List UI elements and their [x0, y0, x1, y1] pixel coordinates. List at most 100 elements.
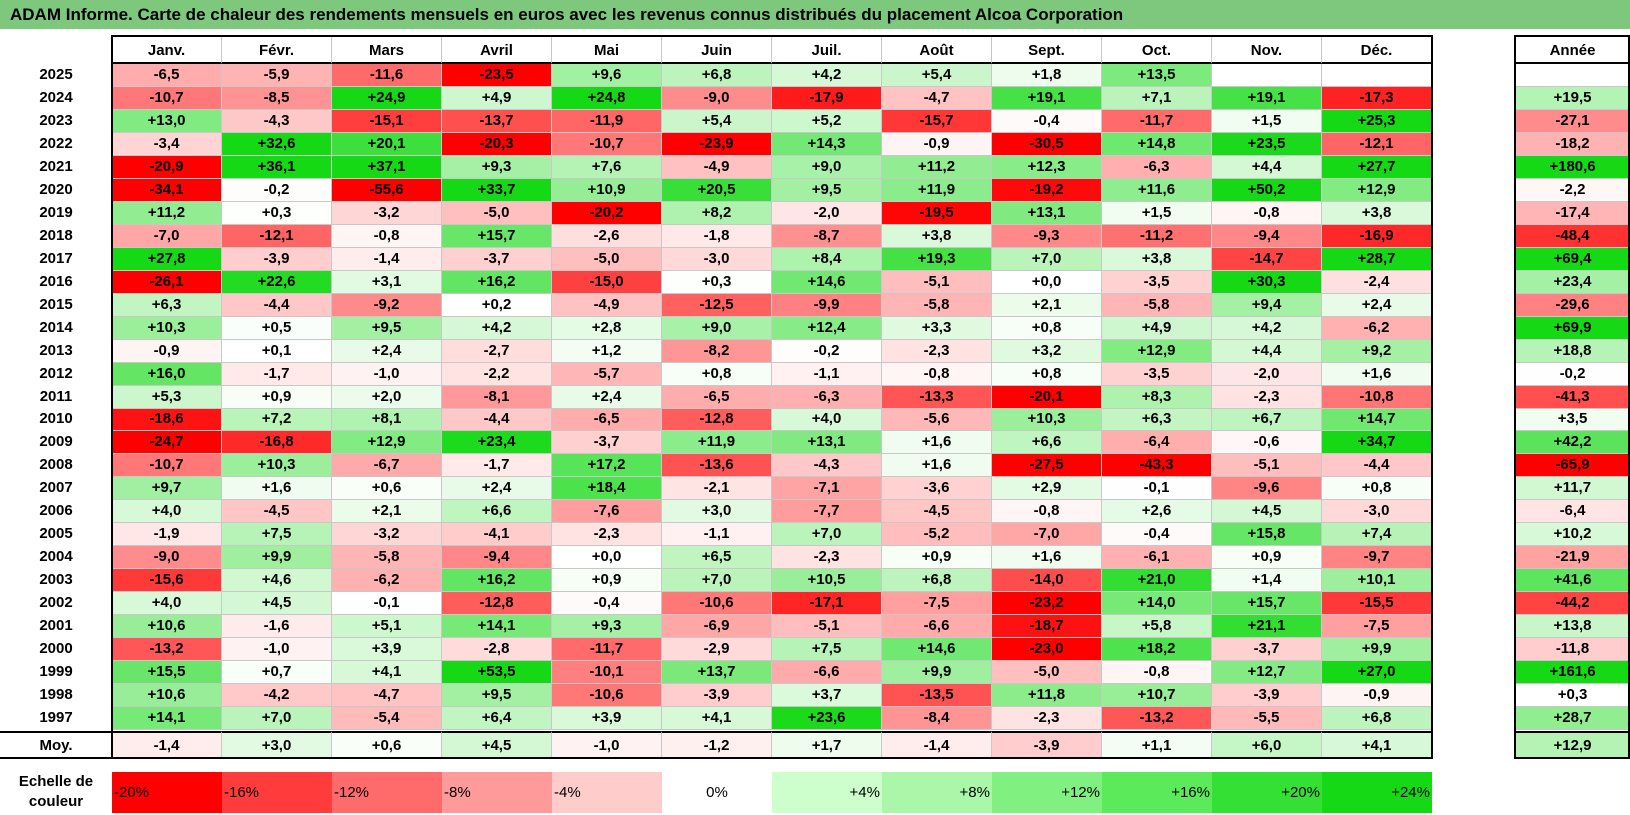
annual-cell: +28,7 [1514, 707, 1630, 730]
average-annual-cell: +12,9 [1514, 731, 1630, 759]
heatmap-cell: -17,1 [772, 592, 882, 615]
heatmap-cell: +18,4 [552, 477, 662, 500]
heatmap-cell: -9,2 [332, 294, 442, 317]
heatmap-cell: +0,8 [1322, 477, 1432, 500]
year-label: 1997 [0, 707, 112, 730]
heatmap-cell: -23,9 [662, 133, 772, 156]
heatmap-cell: +33,7 [442, 179, 552, 202]
heatmap-cell: +0,6 [332, 477, 442, 500]
heatmap-cell: -5,6 [882, 409, 992, 431]
heatmap-cell: +4,4 [1212, 340, 1322, 363]
heatmap-cell: -19,5 [882, 202, 992, 225]
heatmap-cell: +11,8 [992, 684, 1102, 707]
heatmap-cell: +16,2 [442, 271, 552, 294]
heatmap-cell: +0,9 [1212, 546, 1322, 569]
month-header-10: Oct. [1102, 35, 1212, 64]
heatmap-cell: -4,4 [222, 294, 332, 317]
heatmap-cell: +6,3 [112, 294, 222, 317]
heatmap-cell: +4,6 [222, 569, 332, 592]
heatmap-cell: +14,8 [1102, 133, 1212, 156]
heatmap-cell: +4,2 [772, 64, 882, 87]
heatmap-cell: +14,3 [772, 133, 882, 156]
heatmap-cell: -0,8 [1102, 661, 1212, 684]
heatmap-cell: -2,7 [442, 340, 552, 363]
heatmap-cell: -7,6 [552, 500, 662, 523]
heatmap-cell: -13,3 [882, 386, 992, 409]
heatmap-cell: +6,7 [1212, 409, 1322, 431]
heatmap-cell: -1,9 [112, 523, 222, 546]
heatmap-cell: +7,0 [222, 707, 332, 730]
heatmap-cell: -3,9 [662, 684, 772, 707]
year-label: 2012 [0, 363, 112, 386]
color-scale-step: +20% [1212, 772, 1322, 813]
heatmap-cell: +11,2 [882, 156, 992, 179]
month-header-6: Juin [662, 35, 772, 64]
heatmap-cell: +3,8 [1322, 202, 1432, 225]
heatmap-cell: +7,6 [552, 156, 662, 179]
heatmap-cell: -2,3 [1212, 386, 1322, 409]
heatmap-cell: -0,8 [882, 363, 992, 386]
heatmap-cell: -5,0 [442, 202, 552, 225]
heatmap-cell: -8,4 [882, 707, 992, 730]
year-label: 2002 [0, 592, 112, 615]
heatmap-cell: -0,1 [332, 592, 442, 615]
heatmap-cell: -6,1 [1102, 546, 1212, 569]
heatmap-cell: -0,4 [992, 110, 1102, 133]
heatmap-cell: -4,9 [662, 156, 772, 179]
heatmap-cell: +3,1 [332, 271, 442, 294]
heatmap-cell: +7,2 [222, 409, 332, 431]
heatmap-cell: +4,0 [772, 409, 882, 431]
annual-cell: -27,1 [1514, 110, 1630, 133]
heatmap-cell: +1,6 [882, 454, 992, 477]
heatmap-cell: +1,2 [552, 340, 662, 363]
heatmap-cell: -5,8 [1102, 294, 1212, 317]
heatmap-cell: -8,2 [662, 340, 772, 363]
year-label: 2009 [0, 431, 112, 454]
heatmap-cell: +12,9 [332, 431, 442, 454]
heatmap-cell: -10,6 [662, 592, 772, 615]
heatmap-cell: +2,4 [1322, 294, 1432, 317]
year-header: Année [1514, 35, 1630, 64]
heatmap-cell: +17,2 [552, 454, 662, 477]
average-cell: +6,0 [1212, 731, 1322, 759]
heatmap-cell: +3,8 [1102, 248, 1212, 271]
heatmap-cell: +23,5 [1212, 133, 1322, 156]
heatmap-cell: +12,9 [1322, 179, 1432, 202]
heatmap-cell: -5,8 [332, 546, 442, 569]
heatmap-cell: +10,3 [112, 317, 222, 340]
heatmap-cell: -2,9 [662, 638, 772, 661]
heatmap-cell: -2,1 [662, 477, 772, 500]
heatmap-cell: -9,0 [662, 87, 772, 110]
heatmap-cell: -7,1 [772, 477, 882, 500]
heatmap-cell: -0,4 [552, 592, 662, 615]
heatmap-cell: -16,8 [222, 431, 332, 454]
heatmap-cell: -13,2 [1102, 707, 1212, 730]
heatmap-cell: -12,1 [1322, 133, 1432, 156]
heatmap-cell: -30,5 [992, 133, 1102, 156]
year-label: 2025 [0, 64, 112, 87]
heatmap-cell: -6,9 [662, 615, 772, 638]
year-label: 2007 [0, 477, 112, 500]
heatmap-cell: +7,5 [222, 523, 332, 546]
heatmap-cell: +1,6 [222, 477, 332, 500]
heatmap-cell: -12,5 [662, 294, 772, 317]
heatmap-cell: -10,7 [112, 454, 222, 477]
heatmap-cell: +19,1 [1212, 87, 1322, 110]
heatmap-cell: -9,9 [772, 294, 882, 317]
heatmap-cell: +9,0 [662, 317, 772, 340]
heatmap-cell: -11,6 [332, 64, 442, 87]
heatmap-cell: +1,6 [882, 431, 992, 454]
heatmap-cell: +23,4 [442, 431, 552, 454]
heatmap-cell: -6,6 [772, 661, 882, 684]
month-header-11: Nov. [1212, 35, 1322, 64]
heatmap-cell: +34,7 [1322, 431, 1432, 454]
month-header-7: Juil. [772, 35, 882, 64]
heatmap-cell: +2,9 [992, 477, 1102, 500]
heatmap-cell: +2,8 [552, 317, 662, 340]
annual-cell: +0,3 [1514, 684, 1630, 707]
heatmap-cell: -12,8 [442, 592, 552, 615]
heatmap-cell: -23,5 [442, 64, 552, 87]
annual-cell: +19,5 [1514, 87, 1630, 110]
annual-cell: +23,4 [1514, 271, 1630, 294]
heatmap-cell: +0,7 [222, 661, 332, 684]
